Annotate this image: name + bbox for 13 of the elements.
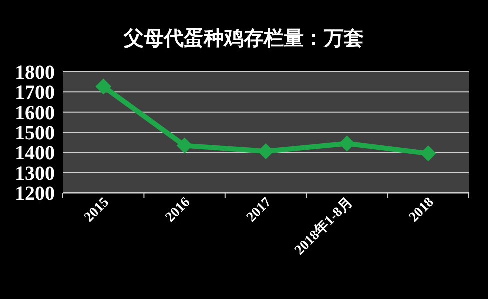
y-tick-label: 1600 (15, 102, 55, 124)
y-tick-label: 1500 (15, 122, 55, 144)
y-tick-label: 1300 (15, 162, 55, 185)
point (339, 136, 356, 152)
point (176, 138, 193, 154)
y-tick-label: 1800 (15, 62, 55, 84)
point (420, 146, 436, 162)
chart-title: 父母代蛋种鸡存栏量：万套 (123, 26, 364, 50)
point (258, 143, 274, 160)
y-tick-label: 1400 (15, 142, 55, 165)
y-tick-label: 1200 (15, 183, 55, 205)
point (96, 78, 112, 95)
y-tick-label: 1700 (15, 82, 55, 104)
